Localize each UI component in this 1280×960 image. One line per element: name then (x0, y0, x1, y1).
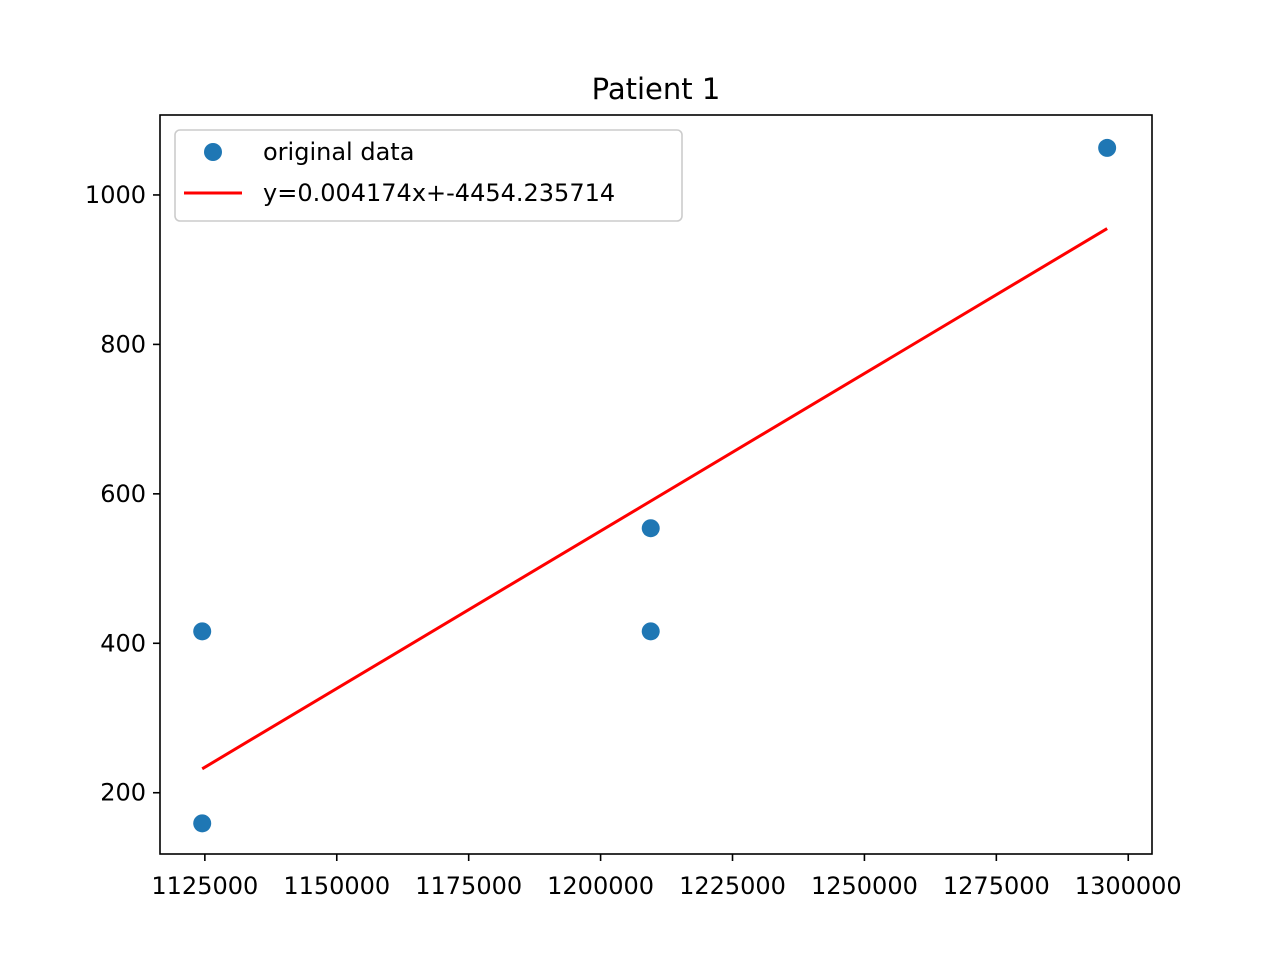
y-tick-label: 400 (100, 629, 146, 657)
legend-marker-swatch (204, 143, 222, 161)
x-tick-label: 1175000 (415, 872, 522, 900)
x-tick-label: 1300000 (1075, 872, 1182, 900)
y-tick-label: 600 (100, 480, 146, 508)
x-tick-label: 1200000 (547, 872, 654, 900)
x-tick-label: 1275000 (943, 872, 1050, 900)
x-tick-label: 1225000 (679, 872, 786, 900)
y-tick-label: 800 (100, 330, 146, 358)
axes-frame (159, 114, 1153, 855)
x-tick-label: 1250000 (811, 872, 918, 900)
data-point (193, 814, 212, 833)
data-point (641, 519, 660, 538)
legend-label: y=0.004174x+-4454.235714 (263, 179, 615, 207)
fit-line (201, 227, 1108, 771)
y-tick-label: 1000 (85, 181, 146, 209)
y-tick-label: 200 (100, 779, 146, 807)
chart-title: Patient 1 (592, 72, 721, 106)
data-point (641, 622, 660, 641)
data-point (193, 622, 212, 641)
plot-area (193, 138, 1117, 833)
legend-label: original data (263, 138, 414, 166)
legend: original data y=0.004174x+-4454.235714 (174, 129, 683, 222)
legend-box (174, 129, 683, 222)
data-point (1098, 138, 1117, 157)
x-tick-label: 1150000 (283, 872, 390, 900)
axes: 1125000 1150000 1175000 1200000 1225000 12500… (85, 114, 1182, 900)
x-tick-label: 1125000 (151, 872, 258, 900)
